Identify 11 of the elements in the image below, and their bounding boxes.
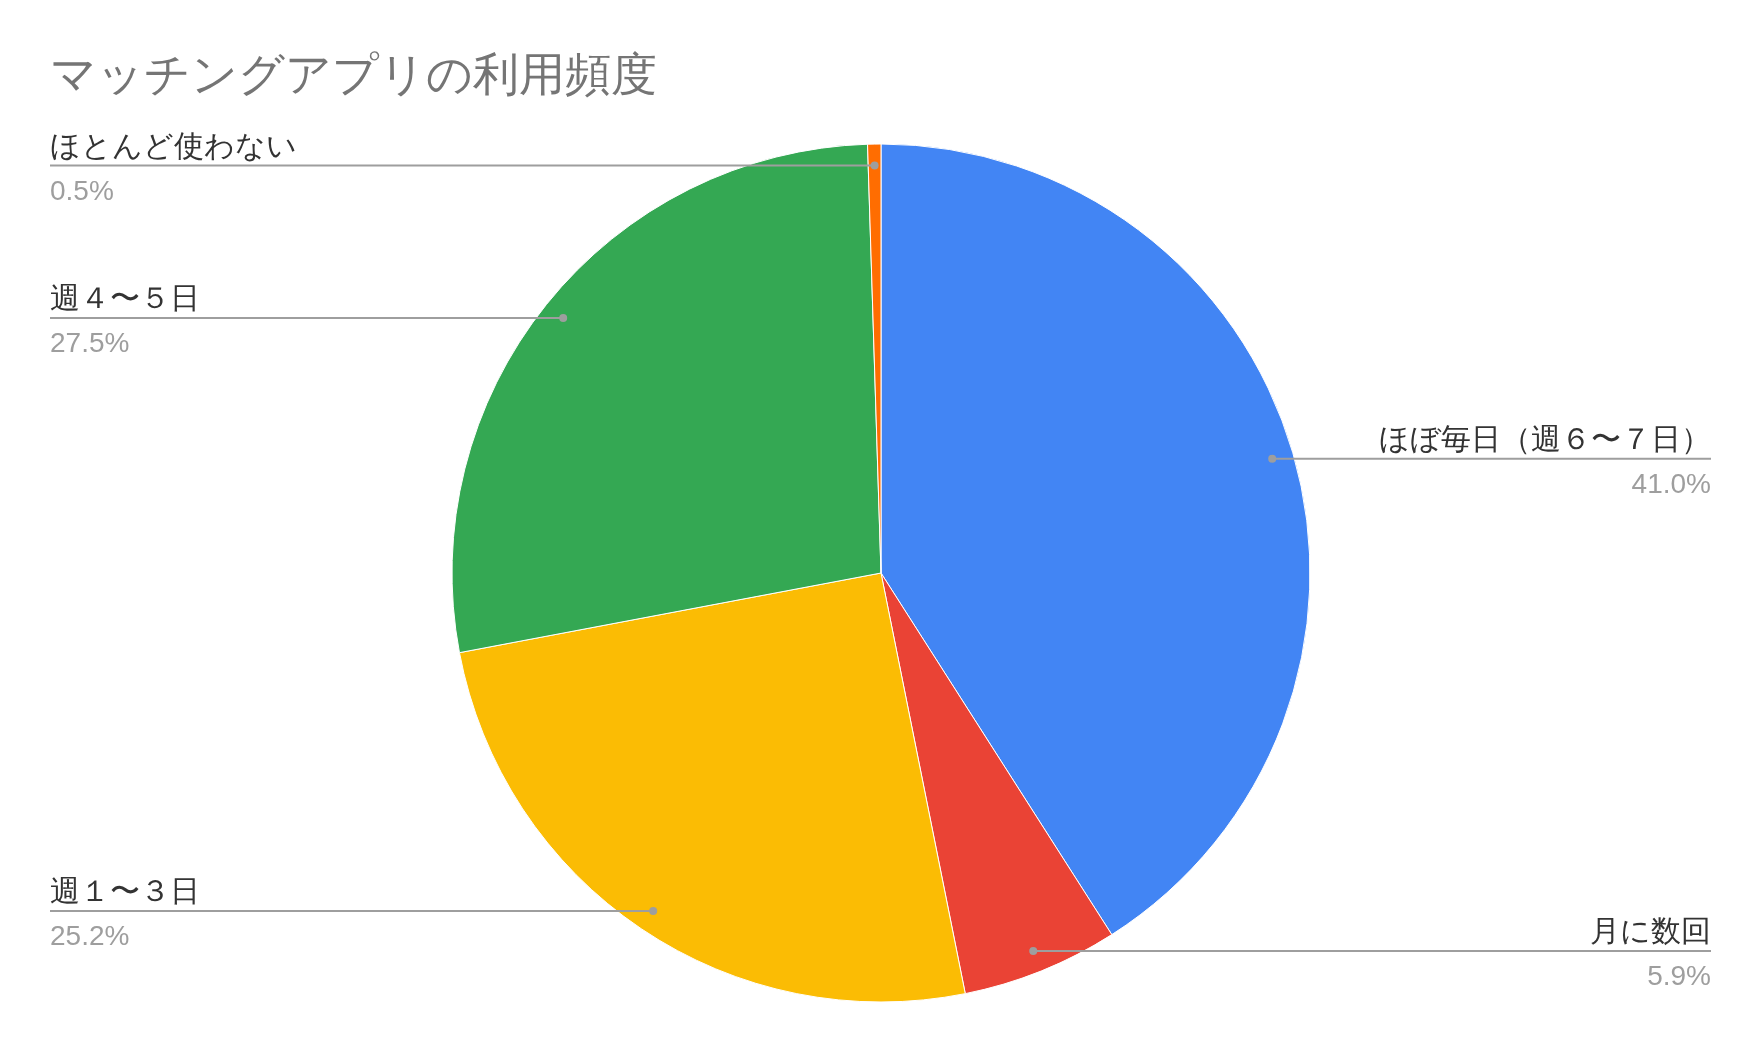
slice-label: ほとんど使わない: [50, 128, 297, 162]
data-label: 27.5%: [50, 326, 130, 358]
slice-label: 週４〜５日: [50, 280, 200, 314]
data-label: 0.5%: [50, 174, 114, 206]
chart-title: マッチングアプリの利用頻度: [50, 47, 657, 102]
data-label: 25.2%: [50, 919, 130, 951]
slice-label: 月に数回: [1590, 914, 1711, 948]
slice-label: ほぼ毎日（週６〜７日）: [1379, 421, 1711, 455]
slice-label: 週１〜３日: [50, 873, 200, 907]
data-label: 5.9%: [1647, 960, 1711, 992]
data-label: 41.0%: [1631, 467, 1711, 499]
